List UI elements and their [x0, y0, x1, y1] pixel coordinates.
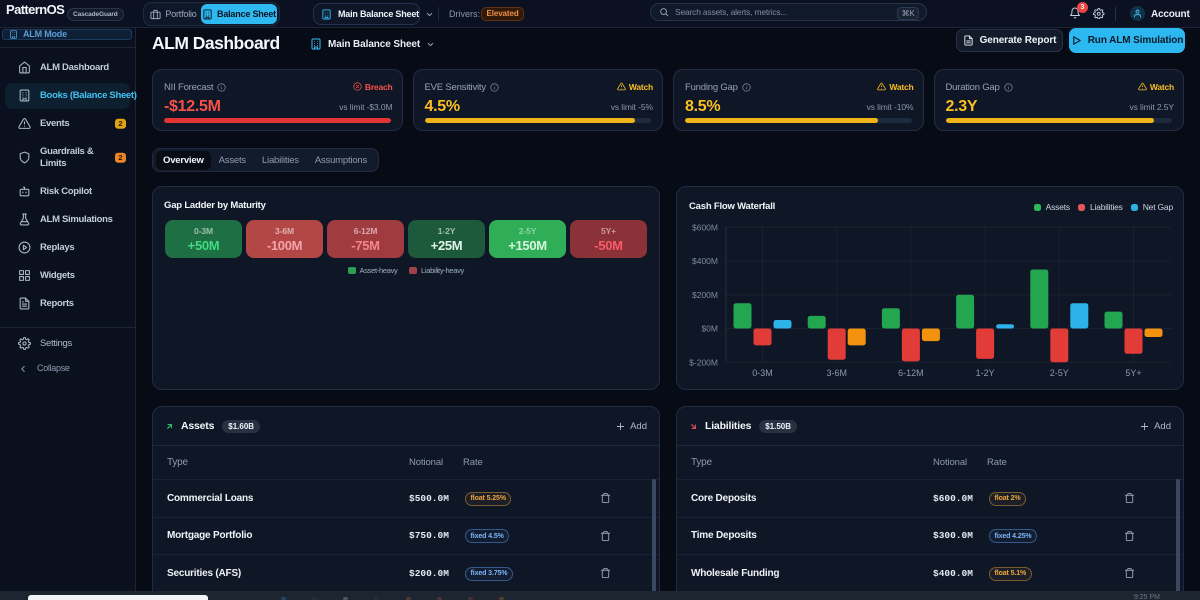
svg-text:$-200M: $-200M: [689, 357, 718, 367]
svg-text:5Y+: 5Y+: [1125, 368, 1141, 378]
svg-text:1-2Y: 1-2Y: [976, 368, 995, 378]
svg-text:2-5Y: 2-5Y: [1050, 368, 1069, 378]
svg-text:$600M: $600M: [692, 222, 718, 232]
svg-text:0-3M: 0-3M: [752, 368, 773, 378]
svg-text:$0M: $0M: [701, 324, 718, 334]
svg-text:3-6M: 3-6M: [826, 368, 847, 378]
svg-text:$200M: $200M: [692, 290, 718, 300]
svg-text:6-12M: 6-12M: [898, 368, 924, 378]
svg-text:$400M: $400M: [692, 256, 718, 266]
